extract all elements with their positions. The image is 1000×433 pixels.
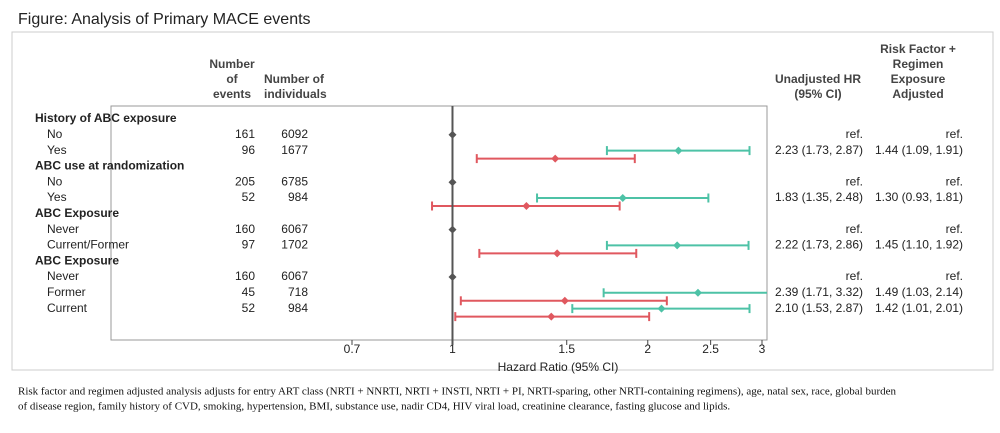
value-label: 2.10 (1.53, 2.87) — [775, 301, 863, 315]
estimate — [674, 146, 683, 155]
footnote: of disease region, family history of CVD… — [18, 401, 730, 413]
value-label: ref. — [846, 174, 863, 188]
column-header: Regimen — [893, 57, 944, 71]
individuals: 1677 — [281, 143, 308, 157]
value-label: ref. — [946, 269, 963, 283]
row-label: Current — [47, 301, 88, 315]
estimate — [553, 249, 562, 258]
row-label: No — [47, 174, 63, 188]
column-header: individuals — [264, 87, 327, 101]
x-axis-label: Hazard Ratio (95% CI) — [498, 360, 619, 374]
estimate — [693, 288, 702, 297]
value-label: 2.22 (1.73, 2.86) — [775, 238, 863, 252]
value-label: 1.42 (1.01, 2.01) — [875, 301, 963, 315]
estimate — [560, 296, 569, 305]
individuals: 6067 — [281, 222, 308, 236]
value-label: 1.83 (1.35, 2.48) — [775, 190, 863, 204]
plot-area — [431, 130, 767, 322]
row-label: Never — [47, 269, 79, 283]
footnote: Risk factor and regimen adjusted analysi… — [18, 386, 896, 398]
group-heading: History of ABC exposure — [35, 111, 177, 125]
value-label: ref. — [946, 222, 963, 236]
individuals: 6067 — [281, 269, 308, 283]
x-tick-label: 1.5 — [558, 342, 575, 356]
row-label: Current/Former — [47, 238, 129, 252]
plot-frame — [110, 105, 768, 341]
row-label: Former — [47, 285, 86, 299]
x-tick-label: 1 — [449, 342, 456, 356]
x-tick-label: 3 — [759, 342, 766, 356]
value-label: ref. — [846, 222, 863, 236]
value-label: ref. — [946, 127, 963, 141]
individuals: 6092 — [281, 127, 308, 141]
events: 160 — [235, 269, 255, 283]
column-header: Adjusted — [892, 87, 943, 101]
individuals: 984 — [288, 190, 308, 204]
column-header: events — [213, 87, 251, 101]
value-label: 1.49 (1.03, 2.14) — [875, 285, 963, 299]
estimate — [522, 202, 531, 210]
value-label: 1.30 (0.93, 1.81) — [875, 190, 963, 204]
value-label: 1.45 (1.10, 1.92) — [875, 238, 963, 252]
events: 160 — [235, 222, 255, 236]
value-label: 2.39 (1.71, 3.32) — [775, 285, 863, 299]
row-label: Yes — [47, 143, 67, 157]
row-label: Never — [47, 222, 79, 236]
estimate — [618, 194, 627, 202]
events: 161 — [235, 127, 255, 141]
x-tick-label: 0.7 — [344, 342, 361, 356]
group-heading: ABC Exposure — [35, 206, 119, 220]
events: 205 — [235, 174, 255, 188]
column-header: Unadjusted HR — [775, 72, 861, 86]
row-label: No — [47, 127, 63, 141]
column-header: (95% CI) — [794, 87, 841, 101]
value-label: 1.44 (1.09, 1.91) — [875, 143, 963, 157]
value-label: 2.23 (1.73, 2.87) — [775, 143, 863, 157]
column-header: of — [226, 72, 238, 86]
column-header: Number — [209, 57, 255, 71]
x-tick-label: 2 — [644, 342, 651, 356]
column-header: Exposure — [891, 72, 946, 86]
individuals: 984 — [288, 301, 308, 315]
group-heading: ABC Exposure — [35, 253, 119, 267]
events: 97 — [242, 238, 256, 252]
group-heading: ABC use at randomization — [35, 159, 184, 173]
individuals: 1702 — [281, 238, 308, 252]
events: 52 — [242, 301, 256, 315]
individuals: 6785 — [281, 174, 308, 188]
estimate — [547, 312, 556, 321]
row-label: Yes — [47, 190, 67, 204]
individuals: 718 — [288, 285, 308, 299]
x-tick-label: 2.5 — [702, 342, 719, 356]
chart-title: Figure: Analysis of Primary MACE events — [18, 11, 311, 28]
column-header: Risk Factor + — [880, 42, 956, 56]
events: 45 — [242, 285, 256, 299]
estimate — [657, 304, 666, 313]
outer-frame — [11, 31, 994, 371]
estimate — [673, 241, 682, 250]
value-label: ref. — [946, 174, 963, 188]
value-label: ref. — [846, 269, 863, 283]
value-label: ref. — [846, 127, 863, 141]
column-header: Number of — [264, 72, 325, 86]
estimate — [551, 154, 560, 163]
events: 96 — [242, 143, 256, 157]
events: 52 — [242, 190, 256, 204]
